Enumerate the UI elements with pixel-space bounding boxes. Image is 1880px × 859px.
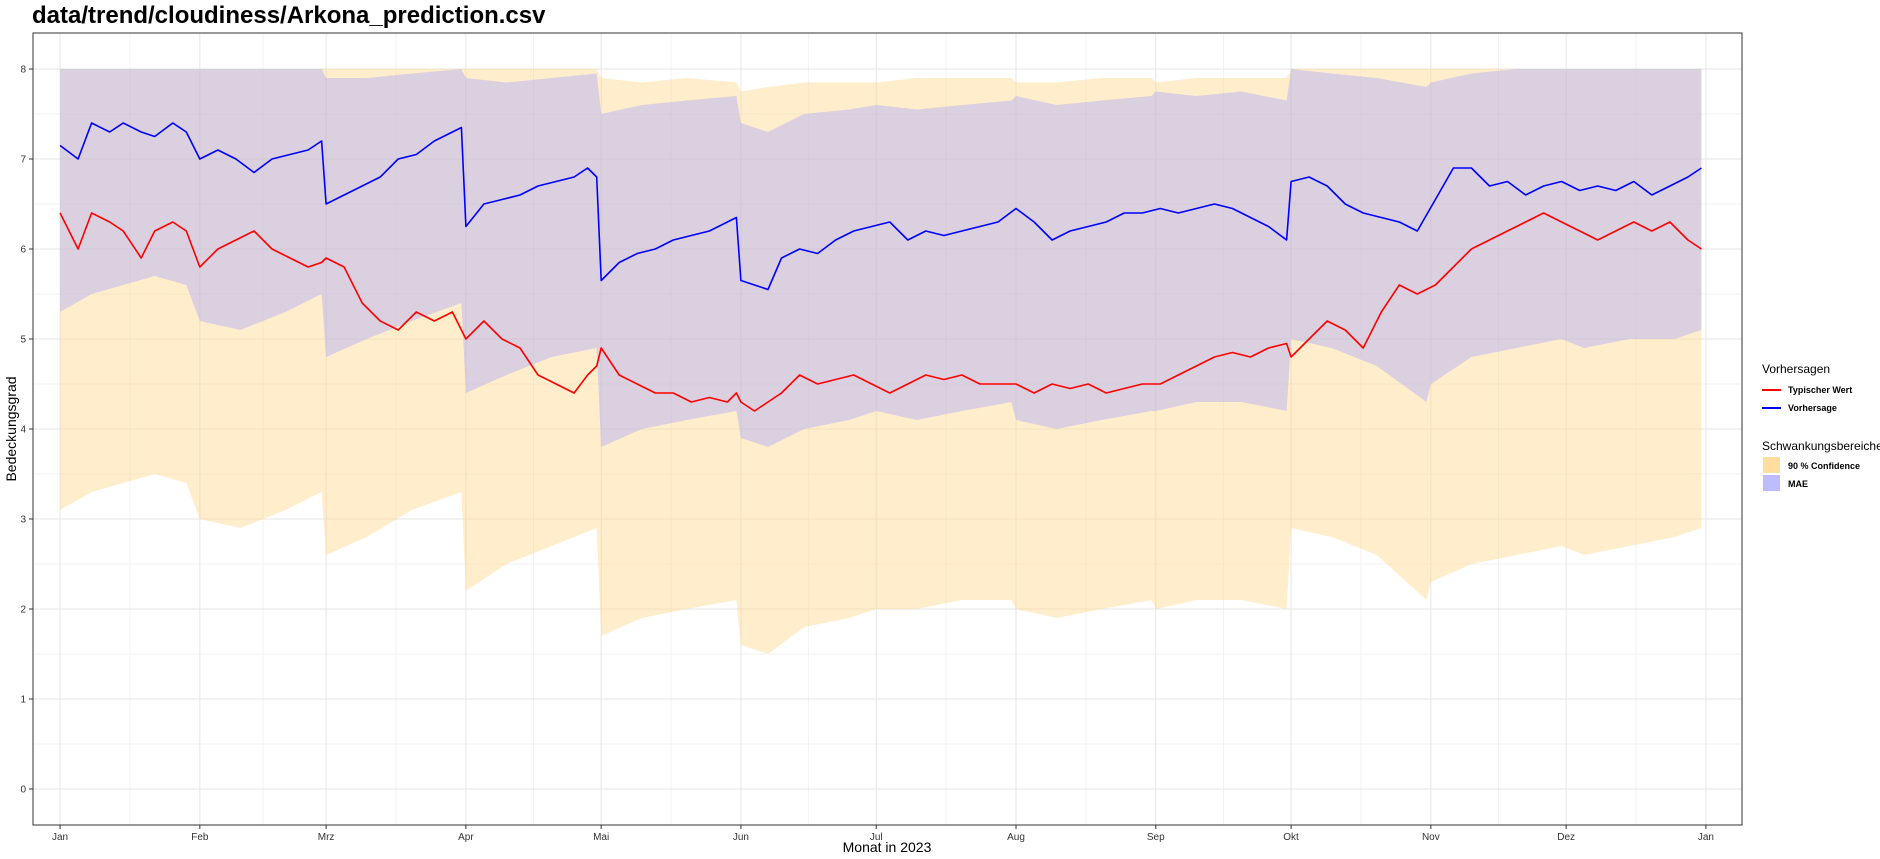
x-tick-label: Jan xyxy=(52,832,68,843)
y-tick-label: 0 xyxy=(20,785,26,796)
legend-label-typischer-wert: Typischer Wert xyxy=(1788,385,1852,395)
legend-key-confidence xyxy=(1763,457,1780,473)
major-gridlines xyxy=(33,33,1742,825)
legend-label-vorhersage: Vorhersage xyxy=(1788,403,1837,413)
y-tick-label: 3 xyxy=(20,515,26,526)
legend-key-mae xyxy=(1763,475,1780,491)
x-axis: Jan Feb Mrz Apr Mai Jun Jul Aug Sep Okt Nov Dez Jan xyxy=(52,825,1714,843)
y-tick-label: 8 xyxy=(20,65,26,76)
y-axis: 0 1 2 3 4 5 6 7 8 xyxy=(20,65,33,796)
legend-title-lines: Vorhersagen xyxy=(1762,362,1830,376)
legend-label-confidence: 90 % Confidence xyxy=(1788,461,1860,471)
band-90-confidence xyxy=(60,69,1702,654)
x-tick-label: Jun xyxy=(733,832,749,843)
x-axis-title: Monat in 2023 xyxy=(843,839,932,855)
x-tick-label: Dez xyxy=(1557,832,1575,843)
y-tick-label: 6 xyxy=(20,245,26,256)
series-lines xyxy=(59,122,1702,412)
x-tick-label: Nov xyxy=(1422,832,1440,843)
chart-title: data/trend/cloudiness/Arkona_prediction.… xyxy=(32,2,546,29)
x-tick-label: Mrz xyxy=(318,832,335,843)
legend-label-mae: MAE xyxy=(1788,479,1808,489)
x-tick-label: Aug xyxy=(1007,832,1025,843)
x-tick-label: Sep xyxy=(1147,832,1165,843)
y-tick-label: 1 xyxy=(20,695,26,706)
uncertainty-bands xyxy=(60,69,1702,654)
x-tick-label: Feb xyxy=(191,832,209,843)
x-tick-label: Mai xyxy=(593,832,609,843)
y-tick-label: 2 xyxy=(20,605,26,616)
x-tick-label: Apr xyxy=(458,832,474,843)
series-line-typischer-wert xyxy=(59,212,1702,412)
band-mae xyxy=(60,69,1702,447)
x-tick-label: Jan xyxy=(1698,832,1714,843)
y-tick-label: 7 xyxy=(20,155,26,166)
x-tick-label: Jul xyxy=(870,832,883,843)
y-axis-title: Bedeckungsgrad xyxy=(3,376,19,481)
x-tick-label: Okt xyxy=(1283,832,1299,843)
series-line-vorhersage xyxy=(59,122,1702,291)
y-tick-label: 4 xyxy=(20,425,26,436)
y-tick-label: 5 xyxy=(20,335,26,346)
legend: Vorhersagen Typischer Wert Vorhersage Sc… xyxy=(1762,362,1880,491)
legend-title-bands: Schwankungsbereiche xyxy=(1762,439,1880,453)
